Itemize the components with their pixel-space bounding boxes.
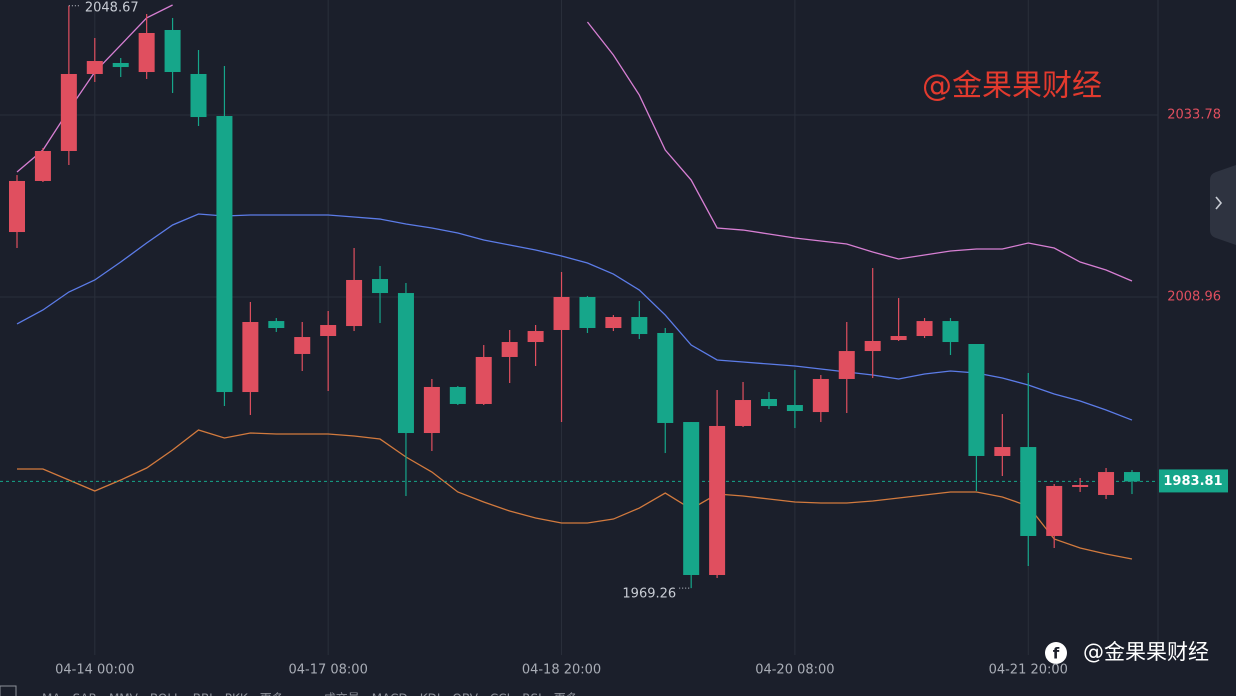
plot-area [0, 0, 1158, 655]
candle-body [320, 325, 337, 337]
candle-body [916, 321, 933, 337]
candle-body [786, 405, 803, 412]
band-line [17, 429, 1133, 560]
indicator-tab: PKK [225, 692, 249, 696]
candle-body [294, 337, 311, 354]
candle-body [164, 29, 181, 73]
y-tick-label: 2008.96 [1167, 289, 1221, 304]
low-label: 1969.26 [622, 587, 676, 602]
candle-body [1098, 472, 1115, 495]
candle-body [475, 356, 492, 404]
indicator-tab: BBI [193, 692, 213, 696]
candle-body [527, 331, 544, 343]
candle-body [216, 116, 233, 393]
indicator-tab: 更多 [554, 692, 578, 696]
candle-body [735, 400, 752, 426]
candle-body [605, 317, 622, 329]
x-tick-label: 04-21 20:00 [989, 663, 1068, 678]
band-line [16, 213, 1133, 421]
candle-body [683, 422, 700, 575]
candle-body [657, 332, 674, 423]
candle-body [449, 386, 466, 404]
candle-body [553, 296, 570, 330]
watermark: @金果果财经 [922, 69, 1102, 104]
candle-body [86, 61, 103, 74]
candle-body [890, 336, 907, 341]
candle-body [942, 321, 959, 343]
indicator-tab: BOLL [150, 692, 181, 696]
candle-body [268, 321, 285, 329]
candle-body [346, 279, 363, 327]
last-price-label: 1983.81 [1163, 474, 1222, 489]
candle-body [994, 447, 1011, 456]
footer-watermark: @金果果财经 [1083, 640, 1209, 664]
x-tick-label: 04-18 20:00 [522, 663, 601, 678]
indicator-tab: RSI [522, 692, 542, 696]
candle-body [1046, 485, 1063, 536]
footer-logo-glyph: f [1053, 645, 1060, 663]
candle-body [242, 322, 259, 393]
candle-body [631, 317, 648, 335]
last-price-box [1159, 469, 1228, 493]
x-tick-label: 04-17 08:00 [288, 663, 367, 678]
candle-body [579, 296, 596, 329]
candle-body [9, 180, 25, 233]
indicator-tab: MMV [109, 692, 139, 696]
candle-body [34, 150, 51, 181]
candle-body [709, 425, 726, 575]
candle-body [190, 73, 207, 118]
side-panel-toggle[interactable] [1210, 165, 1236, 245]
candle-body [838, 351, 855, 379]
indicator-tab: CCI [490, 692, 510, 696]
candle-body [138, 32, 155, 73]
indicator-tab: 成交量 [324, 691, 360, 696]
x-tick-label: 04-20 08:00 [755, 663, 834, 678]
footer-logo [1045, 642, 1067, 664]
candle-body [112, 62, 129, 68]
y-tick-label: 2033.78 [1167, 107, 1221, 122]
indicator-tab-frame [0, 685, 17, 696]
candle-body [760, 398, 777, 407]
candle-body [397, 293, 414, 434]
candle-body [60, 73, 77, 151]
indicator-tab: SAR [73, 692, 97, 696]
candle-body [372, 279, 389, 294]
candle-body [1072, 485, 1089, 487]
high-label: 2048.67 [85, 1, 139, 16]
candle-body [968, 343, 985, 456]
indicator-tab: KDJ [420, 692, 441, 696]
indicator-tab: MACD [372, 692, 408, 696]
side-panel-arrow[interactable] [1215, 196, 1223, 210]
candle-body [864, 340, 881, 352]
x-tick-label: 04-14 00:00 [55, 663, 134, 678]
candle-body [501, 342, 518, 357]
candle-body [423, 386, 440, 434]
candle-body [812, 378, 829, 413]
indicator-tab: 更多 [260, 692, 284, 696]
candle-body [1020, 447, 1037, 536]
candle-body [1123, 472, 1140, 482]
indicator-tab: OBV [452, 692, 478, 696]
indicator-tab: MA [42, 692, 61, 696]
